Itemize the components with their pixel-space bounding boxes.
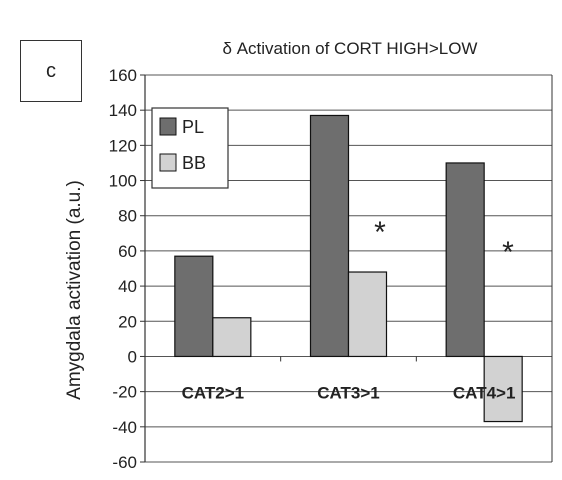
legend-label: PL	[182, 117, 204, 137]
legend-swatch-BB	[159, 153, 177, 172]
panel-label: c	[46, 59, 56, 82]
y-tick-label: 80	[118, 207, 137, 226]
legend: PL BB	[151, 107, 229, 189]
y-tick-label: 140	[109, 101, 137, 120]
bar-PL-0	[174, 255, 214, 358]
x-tick-label: CAT4>1	[453, 384, 516, 403]
significance-asterisk: *	[374, 216, 386, 249]
y-tick-label: -60	[112, 453, 137, 472]
y-tick-label: 20	[118, 312, 137, 331]
y-tick-label: 160	[109, 66, 137, 85]
bar-BB-0	[212, 317, 252, 358]
bars	[174, 114, 523, 423]
y-axis-label: Amygdala activation (a.u.)	[64, 180, 85, 400]
plot-frame	[144, 75, 553, 462]
y-tick-label: 0	[128, 347, 137, 366]
bar-PL-2	[445, 162, 485, 358]
legend-label: BB	[182, 153, 206, 173]
legend-swatch-PL	[159, 117, 177, 136]
bar-BB-2	[483, 355, 523, 423]
y-tick-label: -20	[112, 383, 137, 402]
panel-label-box: c	[20, 40, 82, 102]
bar-BB-1	[347, 271, 388, 358]
bar-PL-1	[309, 114, 350, 358]
x-tick-label: CAT3>1	[317, 384, 380, 403]
y-tick-labels: -60 -40 -20 0 20 40 60 80 100 120 140 160	[109, 66, 145, 472]
y-tick-label: -40	[112, 418, 137, 437]
significance-asterisk: *	[502, 236, 514, 269]
annotations: **	[374, 216, 514, 269]
y-tick-label: 60	[118, 242, 137, 261]
y-tick-label: 40	[118, 277, 137, 296]
y-tick-label: 100	[109, 172, 137, 191]
x-tick-labels: CAT2>1 CAT3>1 CAT4>1	[144, 356, 516, 403]
chart-title: δ Activation of CORT HIGH>LOW	[223, 39, 478, 58]
y-tick-label: 120	[109, 136, 137, 155]
x-tick-label: CAT2>1	[182, 384, 245, 403]
